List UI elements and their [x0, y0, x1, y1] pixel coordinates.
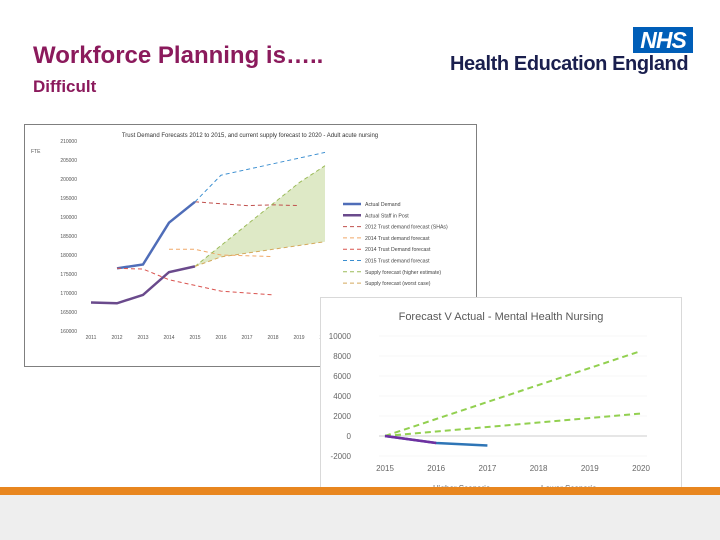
series-line-2014-trust-demand-forecast [116, 267, 274, 296]
series-line-actual-staff-in-post [90, 265, 196, 305]
y-axis-label: FTE [31, 149, 41, 155]
y-tick-label: 190000 [60, 215, 77, 221]
y-tick-label: 6000 [333, 372, 351, 381]
x-tick-label: 2020 [632, 464, 650, 473]
x-tick-label: 2014 [163, 335, 174, 341]
x-tick-label: 2016 [215, 335, 226, 341]
mental-health-chart: Forecast V Actual - Mental Health Nursin… [320, 297, 682, 519]
footer-area [0, 495, 720, 540]
x-tick-label: 2019 [293, 335, 304, 341]
x-tick-label: 2016 [427, 464, 445, 473]
y-tick-label: 160000 [60, 329, 77, 335]
y-tick-label: 8000 [333, 352, 351, 361]
supply-range-area [195, 165, 325, 267]
y-tick-label: 210000 [60, 139, 77, 145]
x-tick-label: 2018 [530, 464, 548, 473]
x-tick-label: 2013 [137, 335, 148, 341]
series-line-lower-scenario [384, 412, 642, 437]
legend-label: Supply forecast (worst case) [365, 281, 431, 287]
legend-label: Supply forecast (higher estimate) [365, 270, 441, 276]
x-tick-label: 2018 [267, 335, 278, 341]
trust-demand-chart: Trust Demand Forecasts 2012 to 2015, and… [24, 124, 477, 367]
series-line-actual-demand [116, 200, 196, 270]
x-tick-label: 2017 [241, 335, 252, 341]
legend-label: 2014 Trust demand forecast [365, 236, 430, 242]
y-tick-label: 0 [347, 432, 352, 441]
legend-label: Actual Demand [365, 202, 401, 208]
series-line-2014-trust-demand-forecast [169, 248, 274, 258]
trust-demand-chart-svg: Trust Demand Forecasts 2012 to 2015, and… [31, 133, 448, 341]
x-tick-label: 2015 [376, 464, 394, 473]
legend-label: 2012 Trust demand forecast (SHAs) [365, 225, 448, 231]
mental-health-chart-svg: Forecast V Actual - Mental Health Nursin… [329, 311, 651, 509]
y-tick-label: 180000 [60, 253, 77, 259]
x-tick-label: 2015 [189, 335, 200, 341]
x-tick-label: 2012 [111, 335, 122, 341]
x-tick-label: 2011 [86, 335, 97, 341]
y-tick-label: 10000 [329, 332, 352, 341]
y-tick-label: 2000 [333, 412, 351, 421]
y-tick-label: 185000 [60, 234, 77, 240]
series-line-higher-scenario [384, 350, 642, 437]
y-tick-label: 4000 [333, 392, 351, 401]
series-line-actual-registrants [384, 434, 437, 445]
org-name: Health Education England [450, 53, 689, 75]
legend-label: 2014 Trust Demand forecast [365, 247, 431, 253]
footer-accent-bar [0, 487, 720, 495]
y-tick-label: 195000 [60, 196, 77, 202]
slide-subtitle: Difficult [33, 77, 97, 96]
y-tick-label: -2000 [331, 452, 352, 461]
x-tick-label: 2017 [479, 464, 497, 473]
nhs-logo: NHS [633, 27, 693, 53]
chart-title: Trust Demand Forecasts 2012 to 2015, and… [122, 133, 378, 139]
x-tick-label: 2019 [581, 464, 599, 473]
legend-label: Actual Staff in Post [365, 213, 409, 219]
y-tick-label: 165000 [60, 310, 77, 316]
y-tick-label: 170000 [60, 291, 77, 297]
series-line-2012-trust-demand-forecast-shas [194, 201, 300, 207]
y-tick-label: 205000 [60, 158, 77, 164]
legend-label: 2015 Trust demand forecast [365, 259, 430, 265]
y-tick-label: 175000 [60, 272, 77, 278]
series-line-2015-trust-demand-forecast [194, 151, 326, 203]
chart-title: Forecast V Actual - Mental Health Nursin… [399, 311, 604, 323]
slide-title: Workforce Planning is….. [33, 42, 324, 69]
series-line-supply-forecast-worst-case [194, 241, 326, 267]
y-tick-label: 200000 [60, 177, 77, 183]
